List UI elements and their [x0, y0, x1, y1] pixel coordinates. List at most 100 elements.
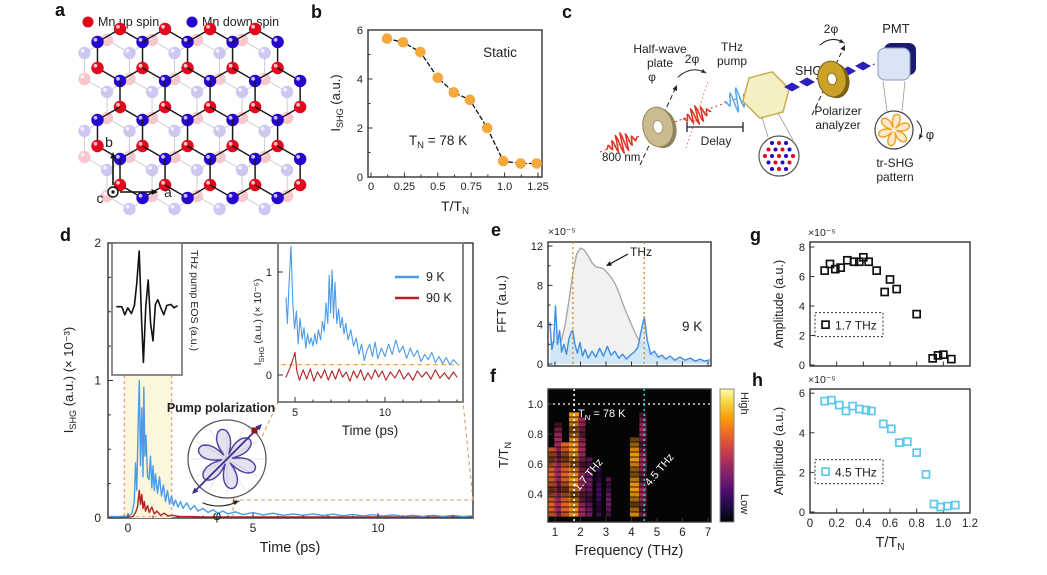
mn-up-atom	[235, 189, 249, 203]
x-tick-label: 0.8	[909, 518, 925, 530]
trace-9k	[108, 379, 473, 518]
temperature-label: 9 K	[682, 319, 702, 334]
y-tick-label: 1	[266, 267, 272, 279]
panel-b-static-shg-chart: 0 0.25 0.5 0.75 1.0 1.25 0 2 4 6 Static TN = 78 K T/…	[328, 25, 549, 217]
lattice-main-layer	[91, 22, 307, 205]
atom-highlight	[183, 141, 188, 146]
zoom-trace-90k	[285, 351, 458, 382]
atom-highlight	[206, 102, 210, 107]
data-point	[826, 395, 836, 405]
heatmap-blob	[586, 497, 593, 502]
scale-label: ×10⁻⁵	[808, 374, 836, 386]
bond	[129, 156, 153, 171]
tn-label: TN = 78 K	[578, 408, 626, 422]
heatmap-blob	[596, 472, 602, 477]
heatmap-blob	[629, 512, 640, 517]
heatmap-blob	[639, 447, 647, 452]
fft-fill	[549, 306, 710, 364]
y-tick-label: 1	[94, 374, 101, 388]
arrowhead	[151, 189, 158, 195]
data-point	[885, 275, 895, 284]
heatmap-blob	[639, 462, 647, 467]
tn-note: TN = 78 K	[409, 133, 467, 151]
polar-marker	[251, 427, 258, 434]
heatmap-blob	[561, 487, 571, 492]
data-point	[880, 287, 890, 297]
mn-up-atom	[123, 150, 136, 164]
c-axis-label: c	[97, 190, 104, 206]
heatmap-blob	[639, 437, 647, 442]
scale-label: ×10⁻⁵	[548, 226, 576, 238]
heatmap-blob	[554, 472, 562, 477]
y-tick-label: 0.4	[528, 489, 543, 501]
mn-up-atom	[78, 150, 91, 164]
bond	[84, 156, 108, 171]
zoom-x-label: Time (ps)	[342, 423, 399, 438]
y-tick-label: 0	[94, 511, 101, 525]
heatmap-blob	[586, 477, 593, 482]
legend-label: 4.5 THz	[835, 466, 877, 480]
mn-down-atom	[100, 85, 114, 99]
zoom-atom	[777, 154, 781, 158]
mn-down-atom	[293, 74, 307, 88]
heatmap-blob	[586, 492, 593, 497]
data-point	[902, 437, 912, 447]
shg-label: SHG	[795, 64, 822, 78]
y-tick-label: 0.8	[528, 429, 543, 441]
mn-down-atom	[235, 85, 249, 99]
heatmap-blob	[629, 477, 640, 482]
mn-up-atom	[235, 111, 249, 125]
heatmap-blob	[561, 497, 571, 502]
heatmap-blob	[554, 482, 562, 487]
heatmap-blob	[629, 497, 640, 502]
atom-highlight	[125, 48, 130, 53]
heatmap-blob	[586, 502, 593, 507]
mn-down-atom	[271, 191, 284, 205]
y-tick-label: 6	[799, 272, 805, 284]
data-point	[878, 419, 888, 429]
heatmap-blob	[586, 482, 593, 487]
legend-marker	[821, 467, 830, 477]
atom-highlight	[183, 63, 188, 68]
heatmap-blob	[554, 447, 562, 452]
mn-up-atom	[168, 150, 181, 164]
y-tick-label: 0	[799, 507, 805, 519]
data-point	[938, 350, 948, 360]
mn-up-atom	[258, 150, 271, 164]
mn-up-atom	[168, 72, 181, 86]
atom-highlight	[251, 154, 255, 159]
heatmap-blob	[548, 467, 557, 472]
x-tick-label: 1.0	[935, 518, 951, 530]
heatmap-blob	[639, 467, 647, 472]
x-tick-label: 4	[628, 527, 635, 539]
atom-highlight	[116, 102, 120, 107]
heatmap-blob	[561, 477, 571, 482]
x-axis-label: T/TN	[441, 198, 469, 217]
heatmap-blob	[606, 492, 612, 497]
atom-highlight	[206, 24, 210, 29]
x-tick-label: 7	[705, 527, 711, 539]
y-tick-label: 0	[537, 359, 543, 371]
heatmap-blob	[639, 512, 647, 517]
heatmap-blob	[596, 507, 602, 512]
plot-frame	[809, 241, 971, 367]
mn-down-atom	[181, 191, 194, 205]
y-axis-label: FFT (a.u.)	[494, 275, 509, 333]
mn-up-atom	[91, 139, 104, 153]
zoom-atom	[770, 167, 774, 171]
data-point	[464, 94, 476, 106]
arrowhead	[233, 500, 239, 506]
heatmap-blob	[586, 457, 593, 462]
tr-shg-circle	[874, 110, 914, 150]
atom-highlight	[93, 115, 98, 120]
heatmap-blob	[561, 452, 571, 457]
legend-label: 1.7 THz	[835, 319, 877, 333]
heatmap-blob	[639, 482, 647, 487]
panel-label-h: h	[752, 370, 763, 390]
mn-down-atom	[123, 124, 136, 138]
y-axis-label: ISHG (a.u.)	[328, 74, 345, 131]
polar-spoke	[195, 440, 228, 460]
legend-90k: 90 K	[426, 291, 452, 305]
data-point	[825, 259, 835, 269]
bond	[196, 195, 220, 210]
